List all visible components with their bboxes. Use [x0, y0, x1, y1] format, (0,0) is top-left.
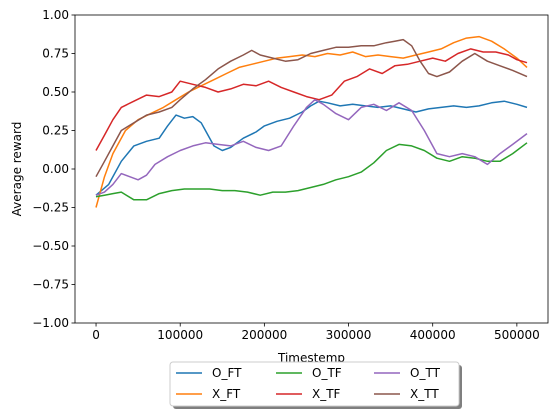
y-axis-title: Average reward [10, 122, 24, 217]
x-axis: 0 100000 200000 300000 400000 500000 [92, 323, 540, 342]
series-line-o_ft [95, 100, 528, 196]
series-line-x_tt [95, 38, 528, 178]
legend-label-o_tt: O_TT [410, 366, 441, 380]
y-tick-label: 0.50 [42, 85, 69, 99]
series-line-x_ft [95, 35, 528, 208]
legend-label-o_tf: O_TF [312, 366, 342, 380]
plot-frame [74, 14, 549, 324]
x-tick-label: 400000 [410, 328, 456, 342]
plot-series [95, 35, 528, 208]
x-tick-label: 200000 [241, 328, 287, 342]
y-tick-label: 1.00 [42, 8, 69, 22]
y-tick-label: −0.25 [32, 201, 69, 215]
legend-label-o_ft: O_FT [212, 366, 242, 380]
series-line-o_tf [95, 142, 528, 201]
x-tick-label: 500000 [494, 328, 540, 342]
y-axis: −1.00 −0.75 −0.50 −0.25 0.00 0.25 0.50 0.75 1.00 [32, 8, 75, 330]
legend: O_FT X_FT O_TF X_TF O_TT X_TT [169, 361, 462, 409]
x-tick-label: 300000 [326, 328, 372, 342]
x-tick-label: 100000 [157, 328, 203, 342]
series-line-x_tf [95, 48, 528, 151]
y-tick-label: 0.25 [42, 124, 69, 138]
y-tick-label: 0.00 [42, 162, 69, 176]
series-line-o_tt [95, 98, 528, 196]
legend-label-x_tf: X_TF [312, 387, 341, 401]
y-tick-label: −0.50 [32, 239, 69, 253]
legend-label-x_ft: X_FT [212, 387, 241, 401]
y-tick-label: −1.00 [32, 316, 69, 330]
x-tick-label: 0 [92, 328, 100, 342]
y-tick-label: −0.75 [32, 278, 69, 292]
legend-label-x_tt: X_TT [410, 387, 439, 401]
y-tick-label: 0.75 [42, 47, 69, 61]
